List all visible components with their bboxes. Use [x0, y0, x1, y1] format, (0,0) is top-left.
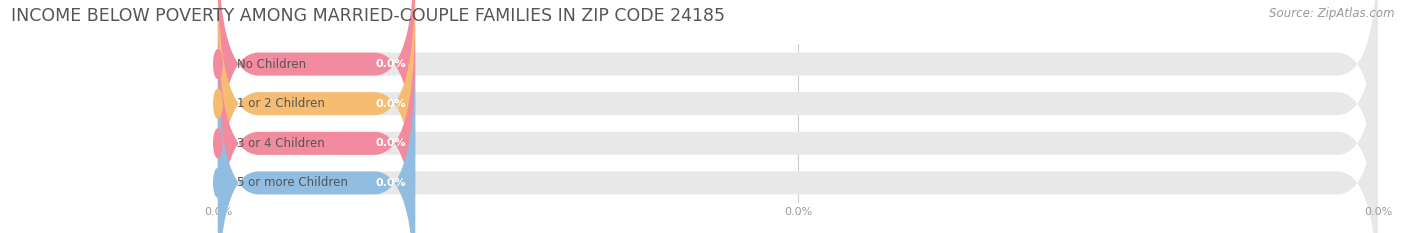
- Circle shape: [214, 168, 222, 197]
- Text: 0.0%: 0.0%: [375, 59, 406, 69]
- Text: 3 or 4 Children: 3 or 4 Children: [238, 137, 325, 150]
- FancyBboxPatch shape: [218, 0, 415, 231]
- FancyBboxPatch shape: [218, 0, 1378, 191]
- FancyBboxPatch shape: [218, 16, 415, 233]
- FancyBboxPatch shape: [218, 56, 415, 233]
- Circle shape: [214, 50, 222, 79]
- Text: INCOME BELOW POVERTY AMONG MARRIED-COUPLE FAMILIES IN ZIP CODE 24185: INCOME BELOW POVERTY AMONG MARRIED-COUPL…: [11, 7, 725, 25]
- FancyBboxPatch shape: [218, 0, 415, 191]
- Text: 0.0%: 0.0%: [375, 138, 406, 148]
- Text: No Children: No Children: [238, 58, 307, 71]
- Text: 0.0%: 0.0%: [375, 99, 406, 109]
- Circle shape: [214, 89, 222, 118]
- FancyBboxPatch shape: [218, 16, 1378, 233]
- Text: 5 or more Children: 5 or more Children: [238, 176, 349, 189]
- Text: 1 or 2 Children: 1 or 2 Children: [238, 97, 325, 110]
- Text: 0.0%: 0.0%: [375, 178, 406, 188]
- FancyBboxPatch shape: [218, 0, 1378, 231]
- Text: Source: ZipAtlas.com: Source: ZipAtlas.com: [1270, 7, 1395, 20]
- FancyBboxPatch shape: [218, 56, 1378, 233]
- Circle shape: [214, 129, 222, 158]
